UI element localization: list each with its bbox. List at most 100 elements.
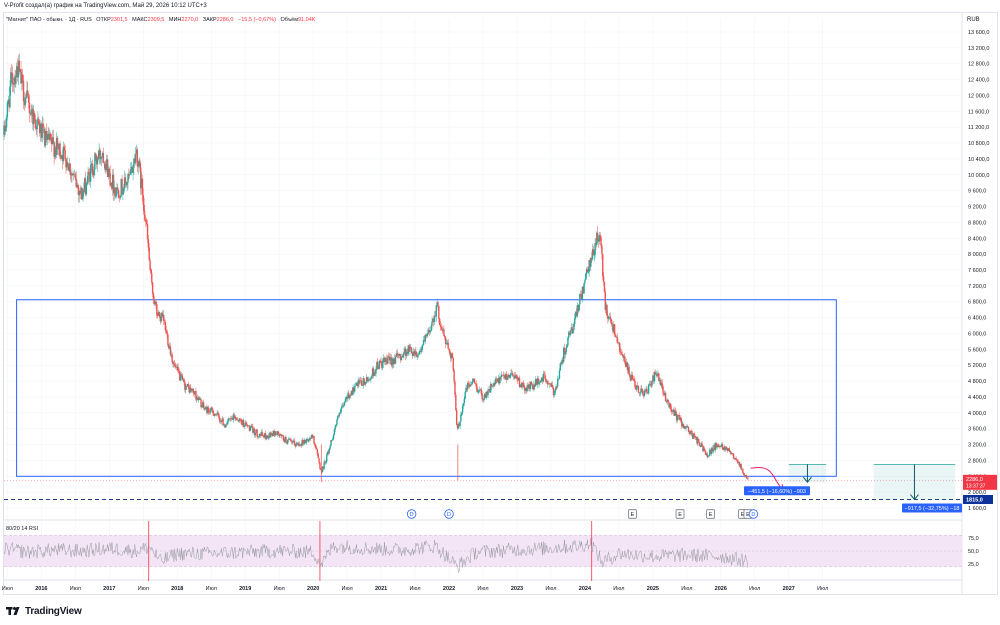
candle bbox=[315, 447, 318, 450]
candle bbox=[16, 66, 18, 76]
candle bbox=[731, 453, 734, 455]
candle bbox=[313, 435, 315, 444]
candle bbox=[47, 133, 49, 137]
candle bbox=[628, 366, 630, 375]
x-axis[interactable]: Июл 2016 Июл 2017 Июл 2018 Июл 2019 Июл 2020 Июл 20… bbox=[2, 586, 828, 592]
candle bbox=[579, 294, 581, 305]
candle bbox=[171, 354, 173, 363]
candle bbox=[675, 413, 678, 421]
candle bbox=[653, 375, 655, 382]
candle bbox=[157, 312, 160, 316]
candle bbox=[254, 432, 257, 436]
candle bbox=[639, 392, 641, 394]
candle bbox=[90, 163, 93, 166]
candle bbox=[710, 447, 713, 455]
candle bbox=[549, 383, 551, 384]
candle bbox=[668, 402, 670, 408]
candle bbox=[62, 146, 65, 162]
candle bbox=[711, 447, 714, 452]
candle bbox=[10, 72, 12, 87]
candle bbox=[694, 435, 697, 438]
candle bbox=[135, 149, 138, 154]
candle bbox=[447, 342, 449, 349]
candle bbox=[44, 133, 46, 146]
candle bbox=[196, 397, 199, 401]
candle bbox=[118, 197, 121, 199]
candle bbox=[281, 434, 283, 437]
candle bbox=[233, 414, 235, 417]
candle bbox=[391, 358, 393, 366]
candle bbox=[319, 462, 321, 469]
candle bbox=[647, 384, 650, 394]
candle bbox=[19, 69, 21, 72]
candle bbox=[656, 374, 658, 376]
candle bbox=[168, 345, 170, 349]
candle bbox=[160, 313, 162, 322]
candle bbox=[291, 440, 293, 443]
candle bbox=[120, 178, 122, 197]
candle bbox=[192, 389, 195, 393]
chart-panel[interactable] bbox=[3, 12, 998, 595]
candle bbox=[433, 315, 436, 323]
candle bbox=[435, 305, 437, 317]
candle bbox=[396, 353, 398, 355]
candle bbox=[236, 419, 239, 421]
candle bbox=[695, 436, 697, 438]
y-tick-label: 3 600,0 bbox=[968, 427, 986, 433]
candle bbox=[417, 354, 420, 356]
rsi-band-fill bbox=[4, 535, 962, 567]
candle bbox=[61, 155, 63, 159]
candle bbox=[615, 336, 618, 338]
candle bbox=[281, 435, 284, 437]
candle bbox=[52, 137, 54, 143]
candle bbox=[55, 147, 57, 155]
symbol-legend[interactable]: "Магнит" ПАО - обыкн. · 1Д · RUS ОТКР230… bbox=[6, 17, 315, 23]
candle bbox=[663, 393, 665, 396]
candle bbox=[365, 377, 368, 383]
tradingview-brand[interactable]: TradingView bbox=[6, 604, 82, 618]
currency-label[interactable]: RUB bbox=[967, 17, 980, 23]
candle bbox=[138, 160, 140, 166]
candle bbox=[298, 443, 301, 446]
candle bbox=[159, 316, 161, 322]
y-tick-label: 12 400,0 bbox=[968, 78, 989, 84]
candle bbox=[534, 379, 537, 387]
candle bbox=[574, 318, 576, 324]
candle bbox=[418, 351, 421, 355]
candle bbox=[161, 313, 163, 317]
candle bbox=[101, 152, 104, 157]
y-axis[interactable]: 1 600,02 000,02 400,02 800,03 200,03 600… bbox=[968, 30, 989, 512]
candle bbox=[410, 347, 412, 349]
candle bbox=[221, 418, 223, 422]
candle bbox=[664, 392, 667, 401]
candle bbox=[591, 257, 593, 260]
candle bbox=[88, 171, 90, 173]
candle bbox=[388, 356, 391, 361]
candle bbox=[16, 66, 19, 78]
candle bbox=[543, 373, 545, 375]
candle bbox=[41, 123, 43, 138]
candle bbox=[405, 348, 407, 356]
candle bbox=[569, 330, 572, 335]
candle bbox=[199, 399, 201, 400]
candle bbox=[705, 453, 708, 455]
measure-tools[interactable]: −451,5 (−16,60%) −903 −917,5 (−32,75%) −1… bbox=[744, 463, 962, 513]
candle bbox=[641, 388, 643, 391]
candle bbox=[246, 423, 248, 426]
event-marker-label: E bbox=[746, 512, 750, 518]
candle bbox=[474, 383, 477, 384]
candle bbox=[293, 440, 296, 445]
candle bbox=[688, 432, 691, 434]
candle bbox=[76, 184, 78, 187]
candle bbox=[323, 461, 325, 469]
candle bbox=[346, 396, 348, 399]
candle bbox=[355, 383, 358, 386]
candle bbox=[359, 380, 361, 384]
level-line[interactable] bbox=[4, 480, 962, 501]
range-box[interactable] bbox=[16, 299, 837, 477]
candle bbox=[177, 366, 179, 372]
rsi-legend[interactable]: 80/20 14 RSI bbox=[6, 526, 39, 532]
